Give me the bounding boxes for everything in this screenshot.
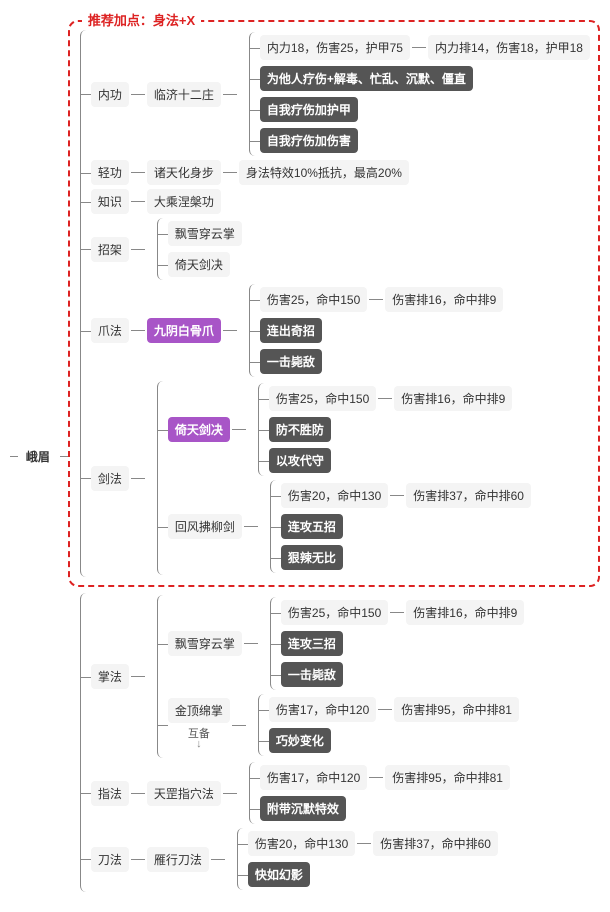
daofa-rank: 伤害排37，命中排60 [373,831,498,856]
zhangfa2-stats: 伤害17，命中120 [269,697,376,722]
skill-huifeng: 回风拂柳剑 [168,514,242,539]
skill-zhutian: 诸天化身步 [147,160,221,185]
skill-jiuyin: 九阴白骨爪 [147,318,221,343]
neigong-rank: 内力排14，伤害18，护甲18 [428,35,590,60]
zhuafa-eff1: 连出奇招 [260,318,322,343]
jianfa2-eff1: 连攻五招 [281,514,343,539]
cat-zhangfa: 掌法 [91,664,129,689]
branch-jianfa: 剑法 倚天剑决 伤害25，命中150 伤害排16，命中排9 [91,381,590,575]
branch-neigong: 内功 临济十二庄 内力18，伤害25，护甲75 内力排14，伤害18，护甲18 … [91,32,590,156]
neigong-eff2: 自我疗伤加护甲 [260,97,358,122]
qinggong-desc: 身法特效10%抵抗，最高20% [239,160,409,185]
zhangfa2-rank: 伤害排95，命中排81 [394,697,519,722]
zhaojia-s2: 倚天剑决 [168,252,230,277]
zhuafa-eff2: 一击毙敌 [260,349,322,374]
zhangfa1-eff1: 连攻三招 [281,631,343,656]
cat-jianfa: 剑法 [91,466,129,491]
cat-qinggong: 轻功 [91,160,129,185]
cat-neigong: 内功 [91,82,129,107]
cat-zhifa: 指法 [91,781,129,806]
zhifa-eff1: 附带沉默特效 [260,796,346,821]
neigong-stats: 内力18，伤害25，护甲75 [260,35,410,60]
skill-jinding: 金顶绵掌 [168,698,230,723]
daofa-eff1: 快如幻影 [248,862,310,887]
jianfa1-rank: 伤害排16，命中排9 [394,386,512,411]
recommended-box: 推荐加点：身法+X 内功 临济十二庄 内力18，伤害25，护甲75 内力排14，… [68,20,600,587]
skill-yitian: 倚天剑决 [168,417,230,442]
zhangfa2-eff1: 巧妙变化 [269,728,331,753]
zhangfa1-eff2: 一击毙敌 [281,662,343,687]
skill-yanxing: 雁行刀法 [147,847,209,872]
jianfa2-eff2: 狠辣无比 [281,545,343,570]
arrow-down-icon: ↓ [196,739,202,750]
skill-linji: 临济十二庄 [147,82,221,107]
skill-tiangang: 天罡指穴法 [147,781,221,806]
skill-dacheng: 大乘涅槃功 [147,189,221,214]
jianfa2-rank: 伤害排37，命中排60 [406,483,531,508]
zhangfa1-stats: 伤害25，命中150 [281,600,388,625]
zhifa-stats: 伤害17，命中120 [260,765,367,790]
branch-zhaojia: 招架 飘雪穿云掌 倚天剑决 [91,218,590,280]
zhangfa1-rank: 伤害排16，命中排9 [406,600,524,625]
branch-zhangfa: 掌法 飘雪穿云掌 伤害25，命中150 伤害排16，命中排9 连攻三招 [91,595,600,758]
zhuafa-rank: 伤害排16，命中排9 [385,287,503,312]
neigong-eff1: 为他人疗伤+解毒、忙乱、沉默、僵直 [260,66,473,91]
daofa-stats: 伤害20，命中130 [248,831,355,856]
neigong-eff3: 自我疗伤加伤害 [260,128,358,153]
branch-daofa: 刀法 雁行刀法 伤害20，命中130 伤害排37，命中排60 快如幻影 [91,828,600,890]
recommended-title: 推荐加点：身法+X [82,10,201,29]
zhuafa-stats: 伤害25，命中150 [260,287,367,312]
root-label: 峨眉 [18,444,58,469]
jianfa1-stats: 伤害25，命中150 [269,386,376,411]
branch-qinggong: 轻功 诸天化身步 身法特效10%抵抗，最高20% [91,160,590,185]
skill-piaoxue: 飘雪穿云掌 [168,631,242,656]
jianfa1-eff1: 防不胜防 [269,417,331,442]
branch-zhishi: 知识 大乘涅槃功 [91,189,590,214]
branch-zhuafa: 爪法 九阴白骨爪 伤害25，命中150 伤害排16，命中排9 连出奇招 一击毙敌 [91,284,590,377]
cat-zhuafa: 爪法 [91,318,129,343]
jianfa2-stats: 伤害20，命中130 [281,483,388,508]
cat-zhaojia: 招架 [91,237,129,262]
cat-zhishi: 知识 [91,189,129,214]
zhifa-rank: 伤害排95，命中排81 [385,765,510,790]
branch-zhifa: 指法 天罡指穴法 伤害17，命中120 伤害排95，命中排81 附带沉默特效 [91,762,600,824]
cat-daofa: 刀法 [91,847,129,872]
zhaojia-s1: 飘雪穿云掌 [168,221,242,246]
mindmap-root: 峨眉 推荐加点：身法+X 内功 临济十二庄 内力18，伤害25，护甲75 内力排… [10,20,600,892]
jianfa1-eff2: 以攻代守 [269,448,331,473]
